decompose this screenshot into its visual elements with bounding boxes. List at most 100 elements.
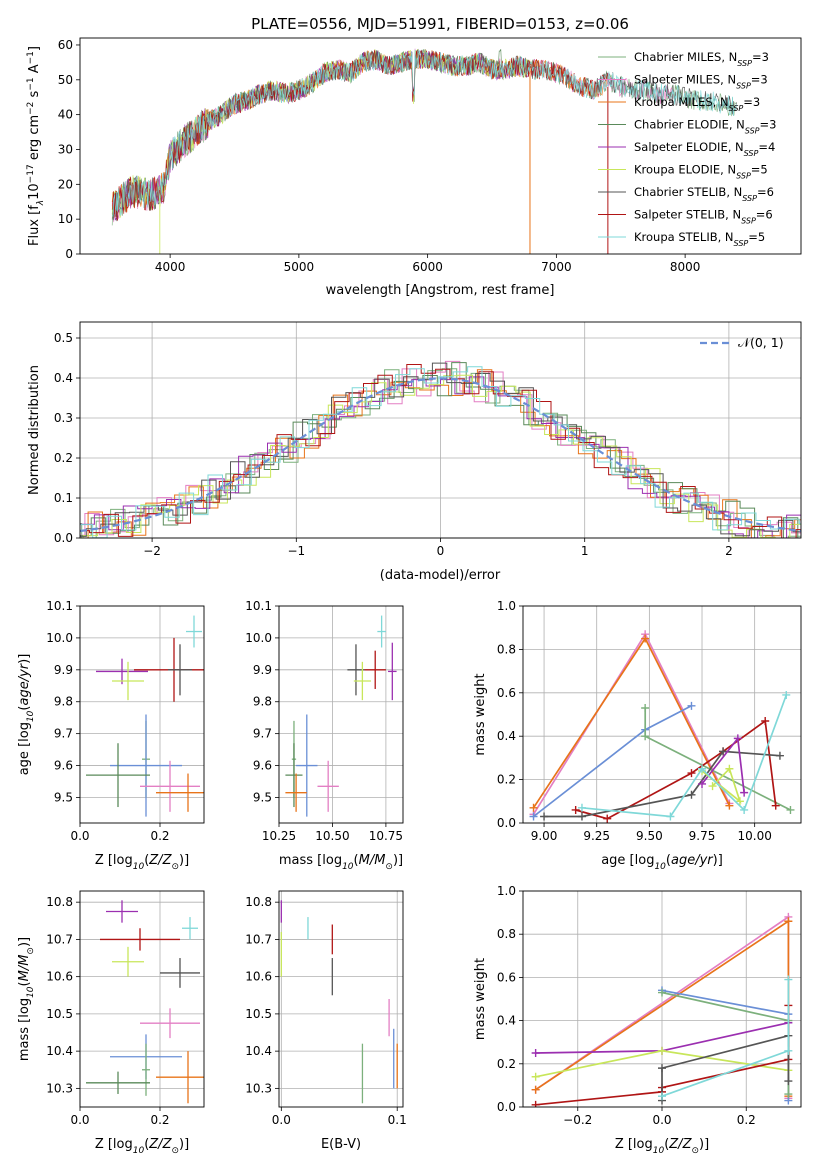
- legend-label: Salpeter ELODIE, NSSP=4: [634, 140, 775, 158]
- legend-label: Salpeter MILES, NSSP=3: [634, 73, 768, 91]
- weight-marker: [786, 805, 795, 814]
- y-tick-label: 0.0: [497, 1100, 516, 1114]
- axis-label: mass [log10(M/M⊙)]: [279, 853, 403, 872]
- x-tick-label: 2: [725, 544, 733, 558]
- grid-mass_age: [278, 605, 403, 823]
- y-tick-label: 0.0: [54, 531, 73, 545]
- y-tick-label: 0.2: [497, 1057, 516, 1071]
- y-tick-label: 0: [65, 247, 73, 261]
- axis-label: E(B-V): [321, 1137, 361, 1152]
- axis-label: Normed distribution: [27, 365, 42, 495]
- y-tick-label: 10.8: [245, 895, 272, 909]
- x-tick-label: 9.25: [583, 829, 610, 843]
- weight-marker: [529, 812, 538, 821]
- legend-label: Chabrier STELIB, NSSP=6: [634, 185, 774, 203]
- residual-histogram: [80, 369, 801, 538]
- weight-marker: [725, 801, 734, 810]
- panel-residuals: −2 −1 0 1 2 0.0 0.1 0.2 0.3 0.4 0.5 𝒩(0, 1) (data-mo…: [27, 321, 802, 583]
- panel-z_mass: 0.0 0.2 10.3 10.4 10.5 10.6 10.7 10.8 Z [log10(Z…: [17, 890, 205, 1156]
- x-tick-label: 1: [581, 544, 589, 558]
- x-tick-label: 10.00: [737, 829, 771, 843]
- axis-label: mass weight: [473, 958, 488, 1040]
- weight-marker: [782, 690, 791, 699]
- y-tick-label: 9.6: [253, 759, 272, 773]
- residual-histogram: [80, 368, 801, 538]
- axis-label: Z [log10(Z/Z⊙)]: [95, 853, 189, 872]
- weight-marker: [733, 734, 742, 743]
- y-tick-label: 0.4: [497, 729, 516, 743]
- y-tick-label: 10.0: [46, 631, 73, 645]
- y-tick-label: 0.4: [54, 371, 73, 385]
- y-tick-label: 0.1: [54, 491, 73, 505]
- axes-frame: [79, 37, 802, 255]
- spectrum-lines: [111, 48, 737, 254]
- axes-frame: [79, 605, 205, 824]
- grid-ebv_mass: [279, 891, 403, 1107]
- axis-label: mass [log10(M/M⊙)]: [17, 937, 36, 1061]
- errorbars-z_mass: [86, 900, 204, 1104]
- grid-age_weight: [523, 605, 801, 824]
- y-tick-label: 9.5: [54, 790, 73, 804]
- x-tick-label: 10.50: [315, 829, 349, 843]
- weight-line: [661, 991, 790, 1094]
- x-tick-label: −0.2: [563, 1113, 592, 1127]
- weight-marker: [725, 764, 734, 773]
- weight-marker: [577, 812, 586, 821]
- y-tick-label: 9.7: [54, 727, 73, 741]
- y-tick-label: 9.7: [253, 727, 272, 741]
- y-tick-label: 0.2: [54, 451, 73, 465]
- weight-marker: [698, 764, 707, 773]
- weight-marker: [571, 805, 580, 814]
- weight-marker: [771, 801, 780, 810]
- legend-label: Kroupa MILES, NSSP=3: [634, 95, 760, 113]
- x-tick-label: 4000: [155, 260, 186, 274]
- weight-marker: [641, 732, 650, 741]
- x-tick-label: 0.0: [70, 829, 89, 843]
- axis-label: age [log10(age/yr)]: [17, 654, 36, 776]
- normal-curve: [80, 377, 801, 533]
- y-tick-label: 10.5: [46, 1007, 73, 1021]
- weight-marker: [658, 988, 666, 997]
- weight-marker: [687, 769, 696, 778]
- legend-label: Chabrier MILES, NSSP=3: [634, 50, 769, 68]
- y-tick-label: 10.3: [245, 1081, 272, 1095]
- axes-frame: [79, 321, 802, 539]
- weight-marker: [740, 788, 749, 797]
- axes-frame: [522, 605, 802, 824]
- panel-z_weight: −0.2 0.0 0.2 0.0 0.2 0.4 0.6 0.8 1.0 Z [log10(Z/Z…: [473, 884, 802, 1156]
- residual-hists: [80, 360, 801, 538]
- y-tick-label: 10.3: [46, 1081, 73, 1095]
- legend-label: Chabrier ELODIE, NSSP=3: [634, 118, 776, 136]
- legend-label: 𝒩(0, 1): [738, 335, 784, 350]
- weight-marker: [775, 751, 784, 760]
- x-tick-label: 5000: [284, 260, 315, 274]
- weight-marker: [698, 779, 707, 788]
- x-tick-label: 6000: [412, 260, 443, 274]
- y-tick-label: 0.6: [497, 686, 516, 700]
- y-tick-label: 9.8: [54, 695, 73, 709]
- weights-age_weight: [529, 630, 795, 823]
- weight-marker: [784, 975, 793, 984]
- y-tick-label: 10.0: [245, 631, 272, 645]
- y-tick-label: 10.7: [245, 932, 272, 946]
- panel-mass_age: 10.25 10.50 10.75 9.5 9.6 9.7 9.8 9.9 10.0 10.1 ma…: [245, 599, 404, 872]
- y-tick-label: 10.6: [46, 970, 73, 984]
- spectrum-series-line: [111, 49, 737, 218]
- y-tick-label: 0.4: [497, 1014, 516, 1028]
- x-tick-label: 0.0: [272, 1113, 291, 1127]
- y-tick-label: 9.5: [253, 790, 272, 804]
- axis-label: mass weight: [473, 673, 488, 755]
- x-tick-label: 0: [437, 544, 445, 558]
- weight-marker: [531, 1085, 540, 1094]
- weight-marker: [735, 797, 744, 806]
- y-tick-label: 9.8: [253, 695, 272, 709]
- y-tick-label: 10.6: [245, 970, 272, 984]
- weight-marker: [740, 805, 749, 814]
- weight-marker: [784, 1090, 793, 1099]
- weight-marker: [784, 1046, 793, 1055]
- y-tick-label: 10.8: [46, 895, 73, 909]
- weight-marker: [761, 717, 770, 726]
- y-tick-label: 9.6: [54, 759, 73, 773]
- weight-line: [661, 1034, 790, 1101]
- weight-marker: [641, 703, 650, 712]
